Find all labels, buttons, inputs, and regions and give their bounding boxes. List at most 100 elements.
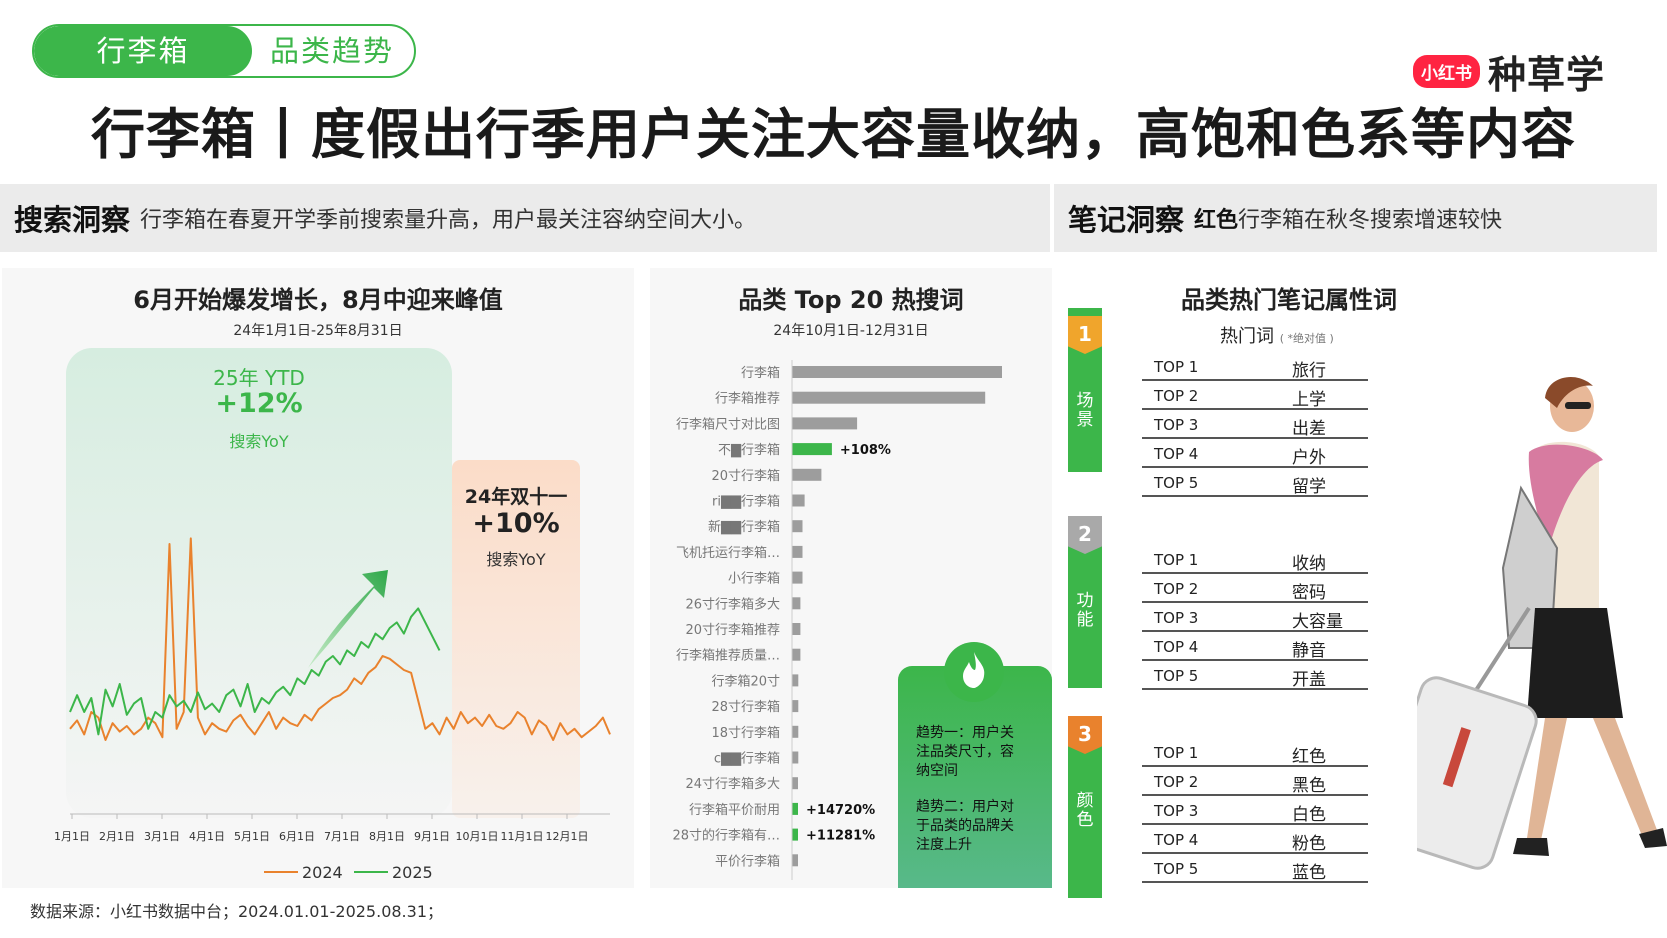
bar [792, 828, 798, 841]
x-tick-label: 4月1日 [189, 830, 225, 843]
trend-two-line3: 注度上升 [916, 837, 972, 853]
bar-category-label: 行李箱20寸 [711, 673, 780, 689]
x-tick-label: 6月1日 [279, 830, 315, 843]
color-group-number: 3 [1068, 716, 1102, 754]
bar [792, 854, 798, 867]
trend-one-line2: 注品类尺寸，容 [916, 744, 1014, 760]
bar-category-label: 24寸行李箱多大 [685, 776, 780, 792]
list-item: TOP 2 上学 [1142, 381, 1368, 410]
bar-category-label: 飞机托运行李箱… [676, 545, 780, 561]
bar-data-label: +108% [840, 443, 891, 458]
list-item: TOP 1 旅行 [1142, 352, 1368, 381]
top20-panel-subtitle: 24年10月1日-12月31日 [773, 323, 929, 339]
bar [792, 417, 858, 430]
bar-category-label: 行李箱推荐质量… [676, 648, 780, 664]
list-item: TOP 5 开盖 [1142, 661, 1368, 690]
bar [792, 623, 801, 635]
search-insight-text: 行李箱在春夏开学季前搜索量升高，用户最关注容纳空间大小。 [140, 208, 757, 233]
trend-two-line1: 趋势二：用户对 [916, 799, 1014, 815]
trend-summary-box: 趋势一：用户关 注品类尺寸，容 纳空间 趋势二：用户对 于品类的品牌关 注度上升 [898, 642, 1052, 888]
color-group-label: 颜色 [1076, 791, 1094, 830]
x-tick-label: 9月1日 [414, 830, 450, 843]
bar-category-label: 平价行李箱 [715, 853, 780, 869]
trend-one-line3: 纳空间 [916, 763, 958, 779]
ytd-value: +12% [215, 388, 303, 419]
bar [792, 777, 798, 790]
bar [792, 494, 805, 507]
bar [792, 391, 986, 404]
list-item: TOP 1 收纳 [1142, 545, 1368, 574]
trend-one-line1: 趋势一：用户关 [916, 725, 1014, 741]
brand-logo: 小红书 种草学 [1412, 48, 1605, 97]
bar-category-label: 20寸行李箱推荐 [685, 622, 780, 638]
data-source-note: 数据来源：小红书数据中台；2024.01.01-2025.08.31； [30, 902, 443, 921]
bar-category-label: 行李箱推荐 [715, 391, 780, 407]
list-item: TOP 5 留学 [1142, 468, 1368, 497]
bar [792, 700, 799, 713]
scene-group-number: 1 [1068, 316, 1102, 354]
search-insight-bar: 搜索洞察 行李箱在春夏开学季前搜索量升高，用户最关注容纳空间大小。 [0, 184, 1050, 252]
list-item: TOP 2 密码 [1142, 574, 1368, 603]
bar-category-label: 26寸行李箱多大 [685, 596, 780, 612]
bar-category-label: 20寸行李箱 [711, 468, 780, 484]
ytd-caption: 搜索YoY [229, 432, 289, 451]
note-insight-key: 笔记洞察 [1068, 203, 1185, 237]
bar-category-label: 18寸行李箱 [711, 725, 780, 741]
x-tick-label: 5月1日 [234, 830, 270, 843]
bar-category-label: ri▇▇行李箱 [712, 494, 780, 510]
double11-value: +10% [472, 508, 560, 539]
hot-words-note: ( *绝对值 ) [1279, 332, 1334, 345]
bar [792, 571, 803, 584]
bar-category-label: 28寸的行李箱有… [672, 828, 780, 844]
trend-panel: 6月开始爆发增长，8月中迎来峰值 24年1月1日-25年8月31日 1月1日 2月… [2, 268, 634, 888]
bar-data-label: +11281% [806, 829, 875, 844]
note-insight-highlight: 红色 [1194, 208, 1239, 233]
list-item: TOP 3 白色 [1142, 796, 1368, 825]
trend-panel-title: 6月开始爆发增长，8月中迎来峰值 [133, 286, 503, 314]
bar [792, 366, 1002, 378]
pill-primary-tag: 行李箱 [34, 26, 252, 76]
series-line-2025 [69, 607, 441, 736]
x-tick-label: 10月1日 [456, 830, 499, 843]
bar [792, 520, 803, 533]
bar-category-label: 行李箱平价耐用 [689, 802, 780, 818]
x-tick-label: 12月1日 [546, 830, 589, 843]
brand-name: 种草学 [1487, 52, 1605, 97]
trend-two-line2: 于品类的品牌关 [916, 818, 1014, 834]
bar [792, 648, 801, 661]
top20-panel-title: 品类 Top 20 热搜词 [738, 286, 964, 314]
bar-category-label: 不▇行李箱 [718, 442, 780, 458]
double11-caption: 搜索YoY [486, 550, 546, 569]
search-insight-key: 搜索洞察 [14, 203, 131, 237]
bar-category-label: 行李箱 [741, 365, 780, 381]
bar-category-label: 新▇▇行李箱 [708, 519, 780, 535]
category-pill: 行李箱 品类趋势 [32, 24, 416, 78]
trend-panel-subtitle: 24年1月1日-25年8月31日 [233, 323, 403, 339]
series-line-2024 [69, 537, 611, 741]
x-tick-label: 8月1日 [369, 830, 405, 843]
legend-label-2025: 2025 [392, 863, 433, 882]
list-item: TOP 4 粉色 [1142, 825, 1368, 854]
bar [792, 725, 799, 738]
x-tick-label: 1月1日 [54, 830, 90, 843]
list-item: TOP 2 黑色 [1142, 767, 1368, 796]
bar [792, 751, 799, 764]
bar [792, 802, 798, 815]
bar [792, 674, 799, 687]
bar-data-label: +14720% [806, 803, 875, 818]
list-item: TOP 3 出差 [1142, 410, 1368, 439]
brand-badge: 小红书 [1412, 54, 1480, 88]
function-group-label: 功能 [1076, 591, 1094, 630]
list-item: TOP 3 大容量 [1142, 603, 1368, 632]
attribute-panel: 品类热门笔记属性词 热门词 ( *绝对值 ) 1 场景 TOP 1 旅行 TOP … [1054, 268, 1667, 908]
list-item: TOP 5 蓝色 [1142, 854, 1368, 883]
bar-category-label: 小行李箱 [728, 571, 780, 587]
x-tick-label: 11月1日 [501, 830, 544, 843]
bar [792, 545, 803, 558]
bar [792, 597, 801, 610]
function-group-number: 2 [1068, 516, 1102, 554]
bar-category-label: 28寸行李箱 [711, 699, 780, 715]
legend-label-2024: 2024 [302, 863, 343, 882]
list-item: TOP 4 户外 [1142, 439, 1368, 468]
